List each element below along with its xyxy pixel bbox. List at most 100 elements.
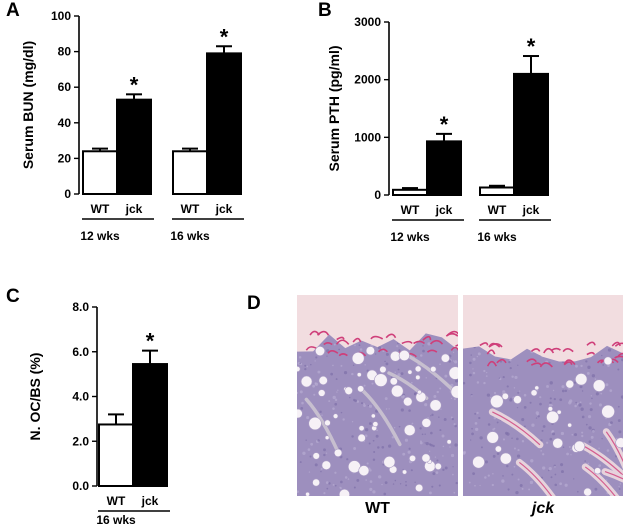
osteoclast-stain — [562, 347, 574, 353]
cell-speckle — [419, 427, 422, 430]
cell-speckle — [405, 484, 408, 487]
cell-speckle — [617, 419, 621, 423]
fat-vacuole — [434, 462, 442, 471]
cell-speckle — [548, 403, 553, 408]
fat-vacuole — [592, 379, 606, 392]
cell-speckle — [530, 459, 534, 463]
panel-letter: B — [318, 0, 332, 21]
y-tick-label: 2000 — [354, 73, 381, 87]
y-tick-label: 8.0 — [72, 300, 89, 314]
cell-speckle — [419, 441, 423, 445]
cell-speckle — [472, 371, 476, 375]
cell-speckle — [581, 431, 584, 434]
osteoclast-stain — [604, 471, 623, 480]
cell-speckle — [388, 444, 392, 448]
cell-speckle — [519, 390, 521, 392]
cell-speckle — [535, 417, 538, 419]
cell-speckle — [470, 354, 472, 356]
cell-speckle — [513, 447, 516, 450]
cell-speckle — [377, 346, 382, 350]
fat-vacuole — [357, 385, 365, 393]
osteoclast-stain — [611, 341, 621, 347]
cell-speckle — [559, 482, 563, 486]
cell-speckle — [590, 435, 594, 439]
cell-speckle — [479, 436, 483, 440]
cell-speckle — [340, 480, 343, 484]
cell-speckle — [383, 492, 387, 496]
cell-speckle — [581, 390, 584, 392]
cell-speckle — [513, 387, 516, 389]
fat-vacuole — [403, 424, 416, 437]
cell-speckle — [591, 397, 593, 400]
cell-speckle — [399, 483, 402, 485]
fat-vacuole — [358, 425, 365, 432]
cell-speckle — [542, 425, 546, 428]
cell-speckle — [332, 483, 335, 486]
osteoclast-stain — [450, 346, 458, 351]
cell-speckle — [432, 472, 436, 476]
cell-speckle — [517, 478, 520, 481]
cell-speckle — [435, 471, 439, 475]
fat-vacuole — [317, 389, 326, 397]
fat-vacuole — [356, 372, 362, 378]
cell-speckle — [388, 408, 390, 410]
cell-speckle — [598, 464, 602, 467]
cell-speckle — [301, 401, 304, 405]
osteoclast-stain — [422, 335, 432, 341]
osteoclast-stain — [335, 339, 350, 345]
cell-speckle — [561, 385, 565, 389]
genotype-label-jck: jck — [125, 202, 143, 216]
fat-vacuole — [567, 422, 573, 428]
osteoclast-stain — [614, 355, 623, 359]
age-group-label: 12 wks — [390, 230, 430, 244]
fat-vacuole — [297, 408, 303, 419]
cell-speckle — [320, 470, 322, 473]
cell-speckle — [326, 487, 329, 490]
y-axis-label: N. OC/BS (%) — [27, 353, 43, 441]
cell-speckle — [449, 446, 451, 448]
fat-vacuole — [324, 419, 331, 427]
y-tick-label: 2.0 — [72, 434, 89, 448]
cell-speckle — [509, 359, 512, 362]
cell-speckle — [575, 364, 578, 368]
cell-speckle — [299, 461, 302, 464]
y-tick-label: 6.0 — [72, 345, 89, 359]
osteoclast-stain — [370, 335, 384, 340]
cell-speckle — [372, 439, 375, 442]
significance-marker: * — [440, 112, 449, 137]
fat-vacuole — [573, 440, 586, 452]
cell-speckle — [517, 364, 519, 366]
cell-speckle — [427, 342, 431, 346]
fat-vacuole — [414, 365, 422, 373]
cell-speckle — [476, 381, 480, 384]
cell-speckle — [430, 443, 433, 447]
fat-vacuole — [429, 399, 442, 412]
cell-speckle — [581, 415, 585, 419]
cell-speckle — [617, 405, 620, 408]
cell-speckle — [589, 408, 593, 412]
cell-speckle — [424, 442, 426, 444]
cell-speckle — [606, 449, 610, 452]
fat-vacuole — [534, 385, 540, 391]
cell-speckle — [521, 440, 525, 443]
fat-vacuole — [318, 375, 328, 386]
fat-vacuole — [357, 433, 366, 443]
cell-speckle — [352, 364, 355, 367]
cell-speckle — [542, 466, 546, 470]
cell-speckle — [422, 345, 424, 347]
cell-speckle — [474, 421, 478, 425]
cell-speckle — [428, 450, 431, 452]
panel-c: C 0.0 2.0 4.0 6.0 8.0 N. OC/BS (%) WT * jck 16 wks — [6, 286, 170, 526]
cell-speckle — [323, 492, 326, 495]
osteoclast-stain — [530, 362, 542, 366]
cell-speckle — [560, 470, 564, 474]
cell-speckle — [334, 402, 338, 406]
fat-vacuole — [530, 389, 538, 397]
cell-speckle — [548, 467, 552, 471]
bar-jck — [206, 52, 242, 195]
cell-speckle — [564, 483, 568, 487]
cell-speckle — [353, 447, 357, 450]
genotype-label-wt: WT — [488, 203, 507, 217]
cell-speckle — [487, 474, 490, 477]
